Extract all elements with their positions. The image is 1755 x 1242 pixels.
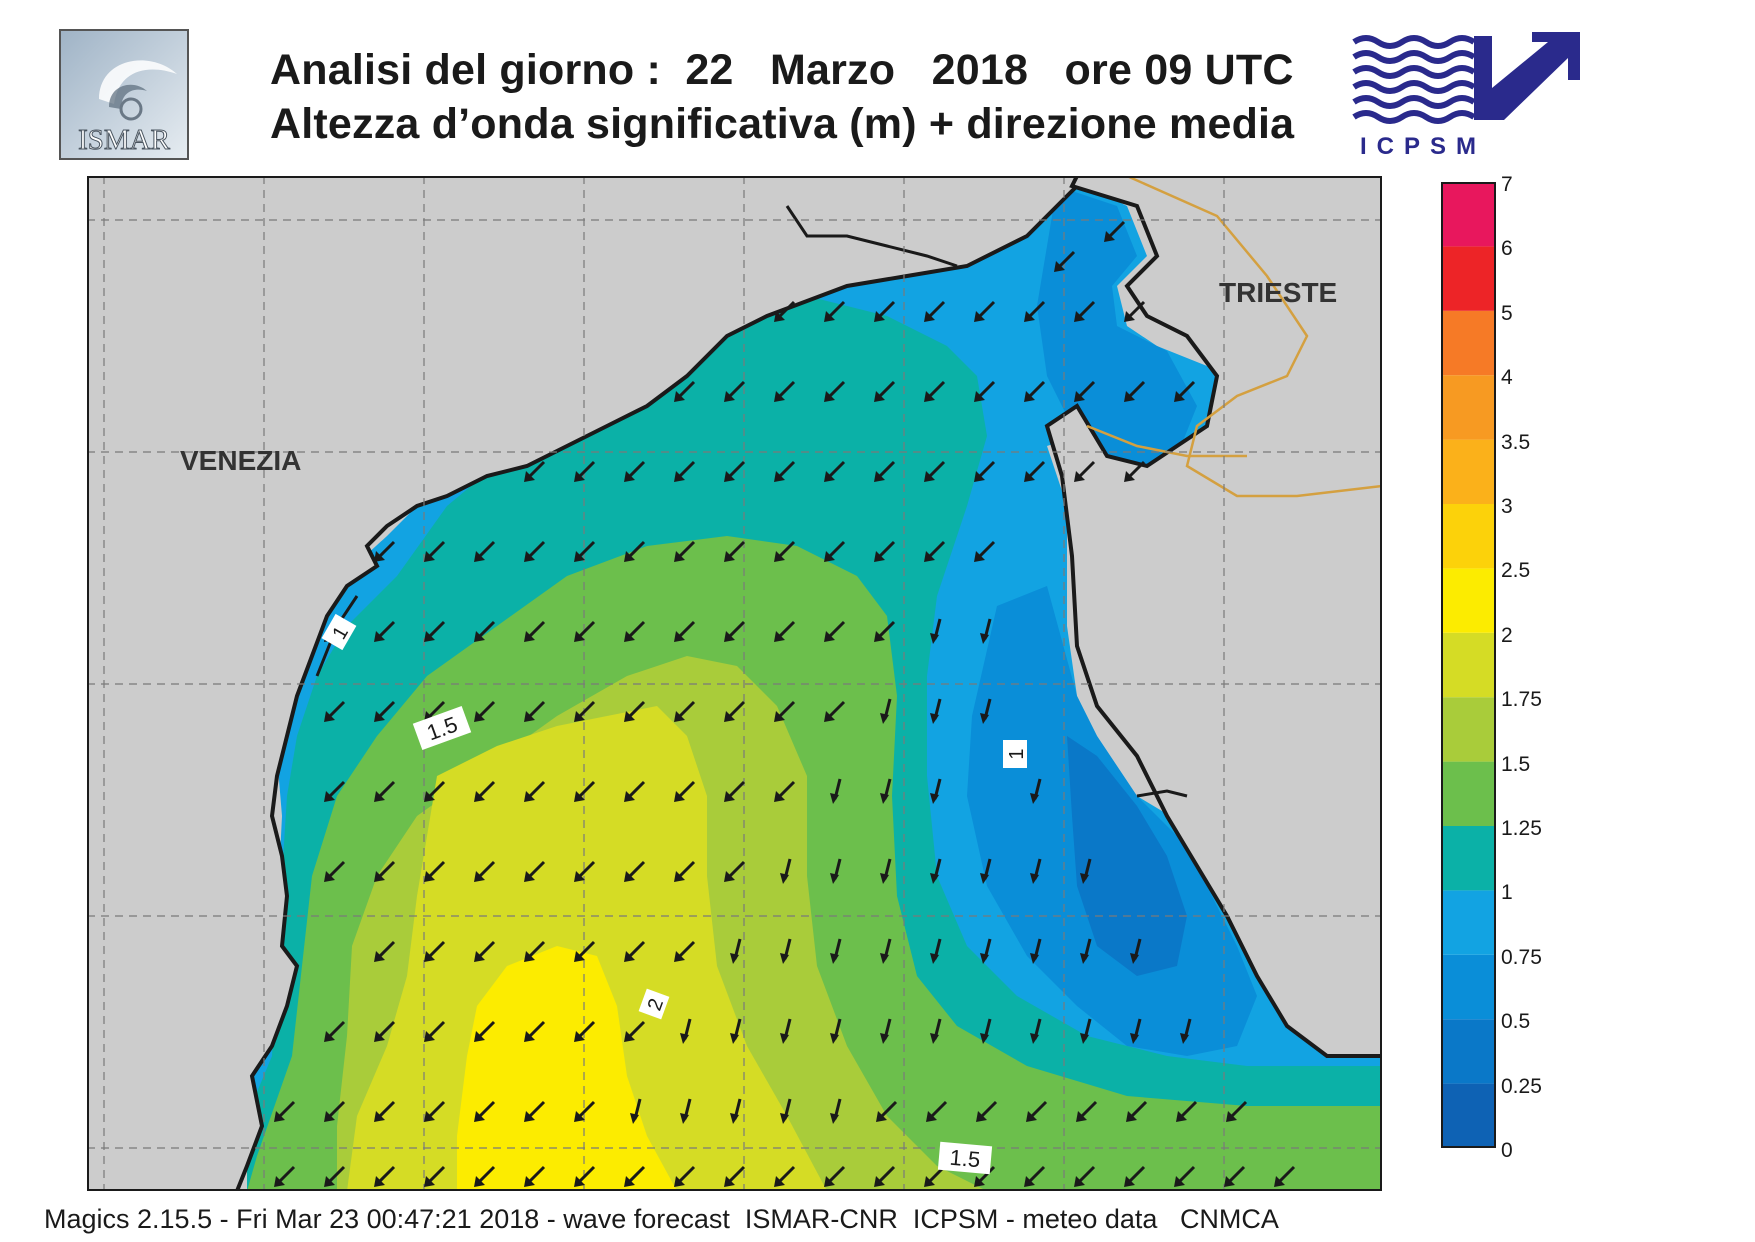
legend-swatch (1441, 504, 1496, 569)
label-trieste: TRIESTE (1219, 277, 1337, 308)
legend-swatch (1441, 310, 1496, 376)
lat-lon-grid (87, 176, 1382, 1191)
footer-credits: Magics 2.15.5 - Fri Mar 23 00:47:21 2018… (44, 1204, 1279, 1234)
wave-height-map: VENEZIA TRIESTE 1 1.5 1 2 1.5 (87, 176, 1382, 1191)
venice-lagoon (87, 176, 1090, 1191)
legend-swatch (1441, 761, 1496, 826)
legend-swatch (1441, 826, 1496, 891)
istria-coast (1044, 176, 1382, 1058)
legend-tick-label: 3.5 (1501, 430, 1531, 454)
band-050-075 (1037, 186, 1197, 476)
legend-tick-label: 0 (1501, 1139, 1513, 1162)
border-line (1126, 176, 1382, 498)
contour-label-1-west: 1 (321, 613, 357, 651)
legend-swatch (1441, 632, 1496, 698)
map-svg: VENEZIA TRIESTE 1 1.5 1 2 1.5 (87, 176, 1382, 1191)
legend-tick-label: 1.5 (1501, 752, 1531, 776)
ismar-logo: ISMAR (59, 29, 189, 160)
contour-label-1-east: 1 (1003, 740, 1028, 768)
icpsm-logo: ICPSM (1352, 30, 1582, 162)
legend-tick-label: 7 (1501, 173, 1513, 196)
legend-tick-label: 4 (1501, 366, 1513, 390)
legend-tick-label: 3 (1501, 495, 1513, 518)
legend-tick-label: 1.25 (1501, 817, 1542, 840)
legend-swatch (1441, 890, 1496, 955)
legend-tick-label: 1.75 (1501, 688, 1542, 712)
legend-swatch (1441, 1083, 1496, 1148)
legend-swatch (1441, 182, 1496, 247)
legend-swatch (1441, 439, 1496, 504)
legend-colorbar (1441, 182, 1496, 1148)
legend-tick-label: 0.5 (1501, 1010, 1531, 1034)
map-frame (87, 176, 1382, 1191)
legend-swatch (1441, 1019, 1496, 1084)
icpsm-logo-icon: ICPSM (1352, 32, 1580, 160)
legend-tick-label: 0.75 (1501, 945, 1542, 969)
title-line-1: Analisi del giorno : 22 Marzo 2018 ore 0… (270, 46, 1294, 94)
legend-swatch (1441, 246, 1496, 311)
contour-label-1.5-south: 1.5 (937, 1141, 993, 1175)
svg-text:1: 1 (1006, 748, 1028, 759)
legend-colorbar-svg (1441, 182, 1496, 1148)
svg-text:1.5: 1.5 (949, 1145, 982, 1173)
ismar-logo-text: ISMAR (78, 124, 171, 156)
contour-label-2: 2 (638, 988, 670, 1020)
legend-swatch (1441, 954, 1496, 1020)
label-venezia: VENEZIA (180, 445, 301, 476)
legend-tick-label: 2.5 (1501, 559, 1531, 583)
legend-tick-label: 6 (1501, 237, 1513, 261)
title-line-2: Altezza d’onda significativa (m) + direz… (270, 100, 1295, 148)
legend-tick-label: 2 (1501, 623, 1513, 647)
icpsm-logo-text: ICPSM (1360, 133, 1486, 160)
legend-swatch (1441, 375, 1496, 440)
legend-swatch (1441, 568, 1496, 633)
legend-tick-label: 5 (1501, 301, 1513, 325)
ismar-logo-icon: ISMAR (59, 29, 189, 160)
legend-tick-label: 1 (1501, 881, 1513, 905)
legend-swatch (1441, 697, 1496, 762)
band-200-250 (457, 946, 677, 1191)
legend-tick-label: 0.25 (1501, 1074, 1542, 1098)
